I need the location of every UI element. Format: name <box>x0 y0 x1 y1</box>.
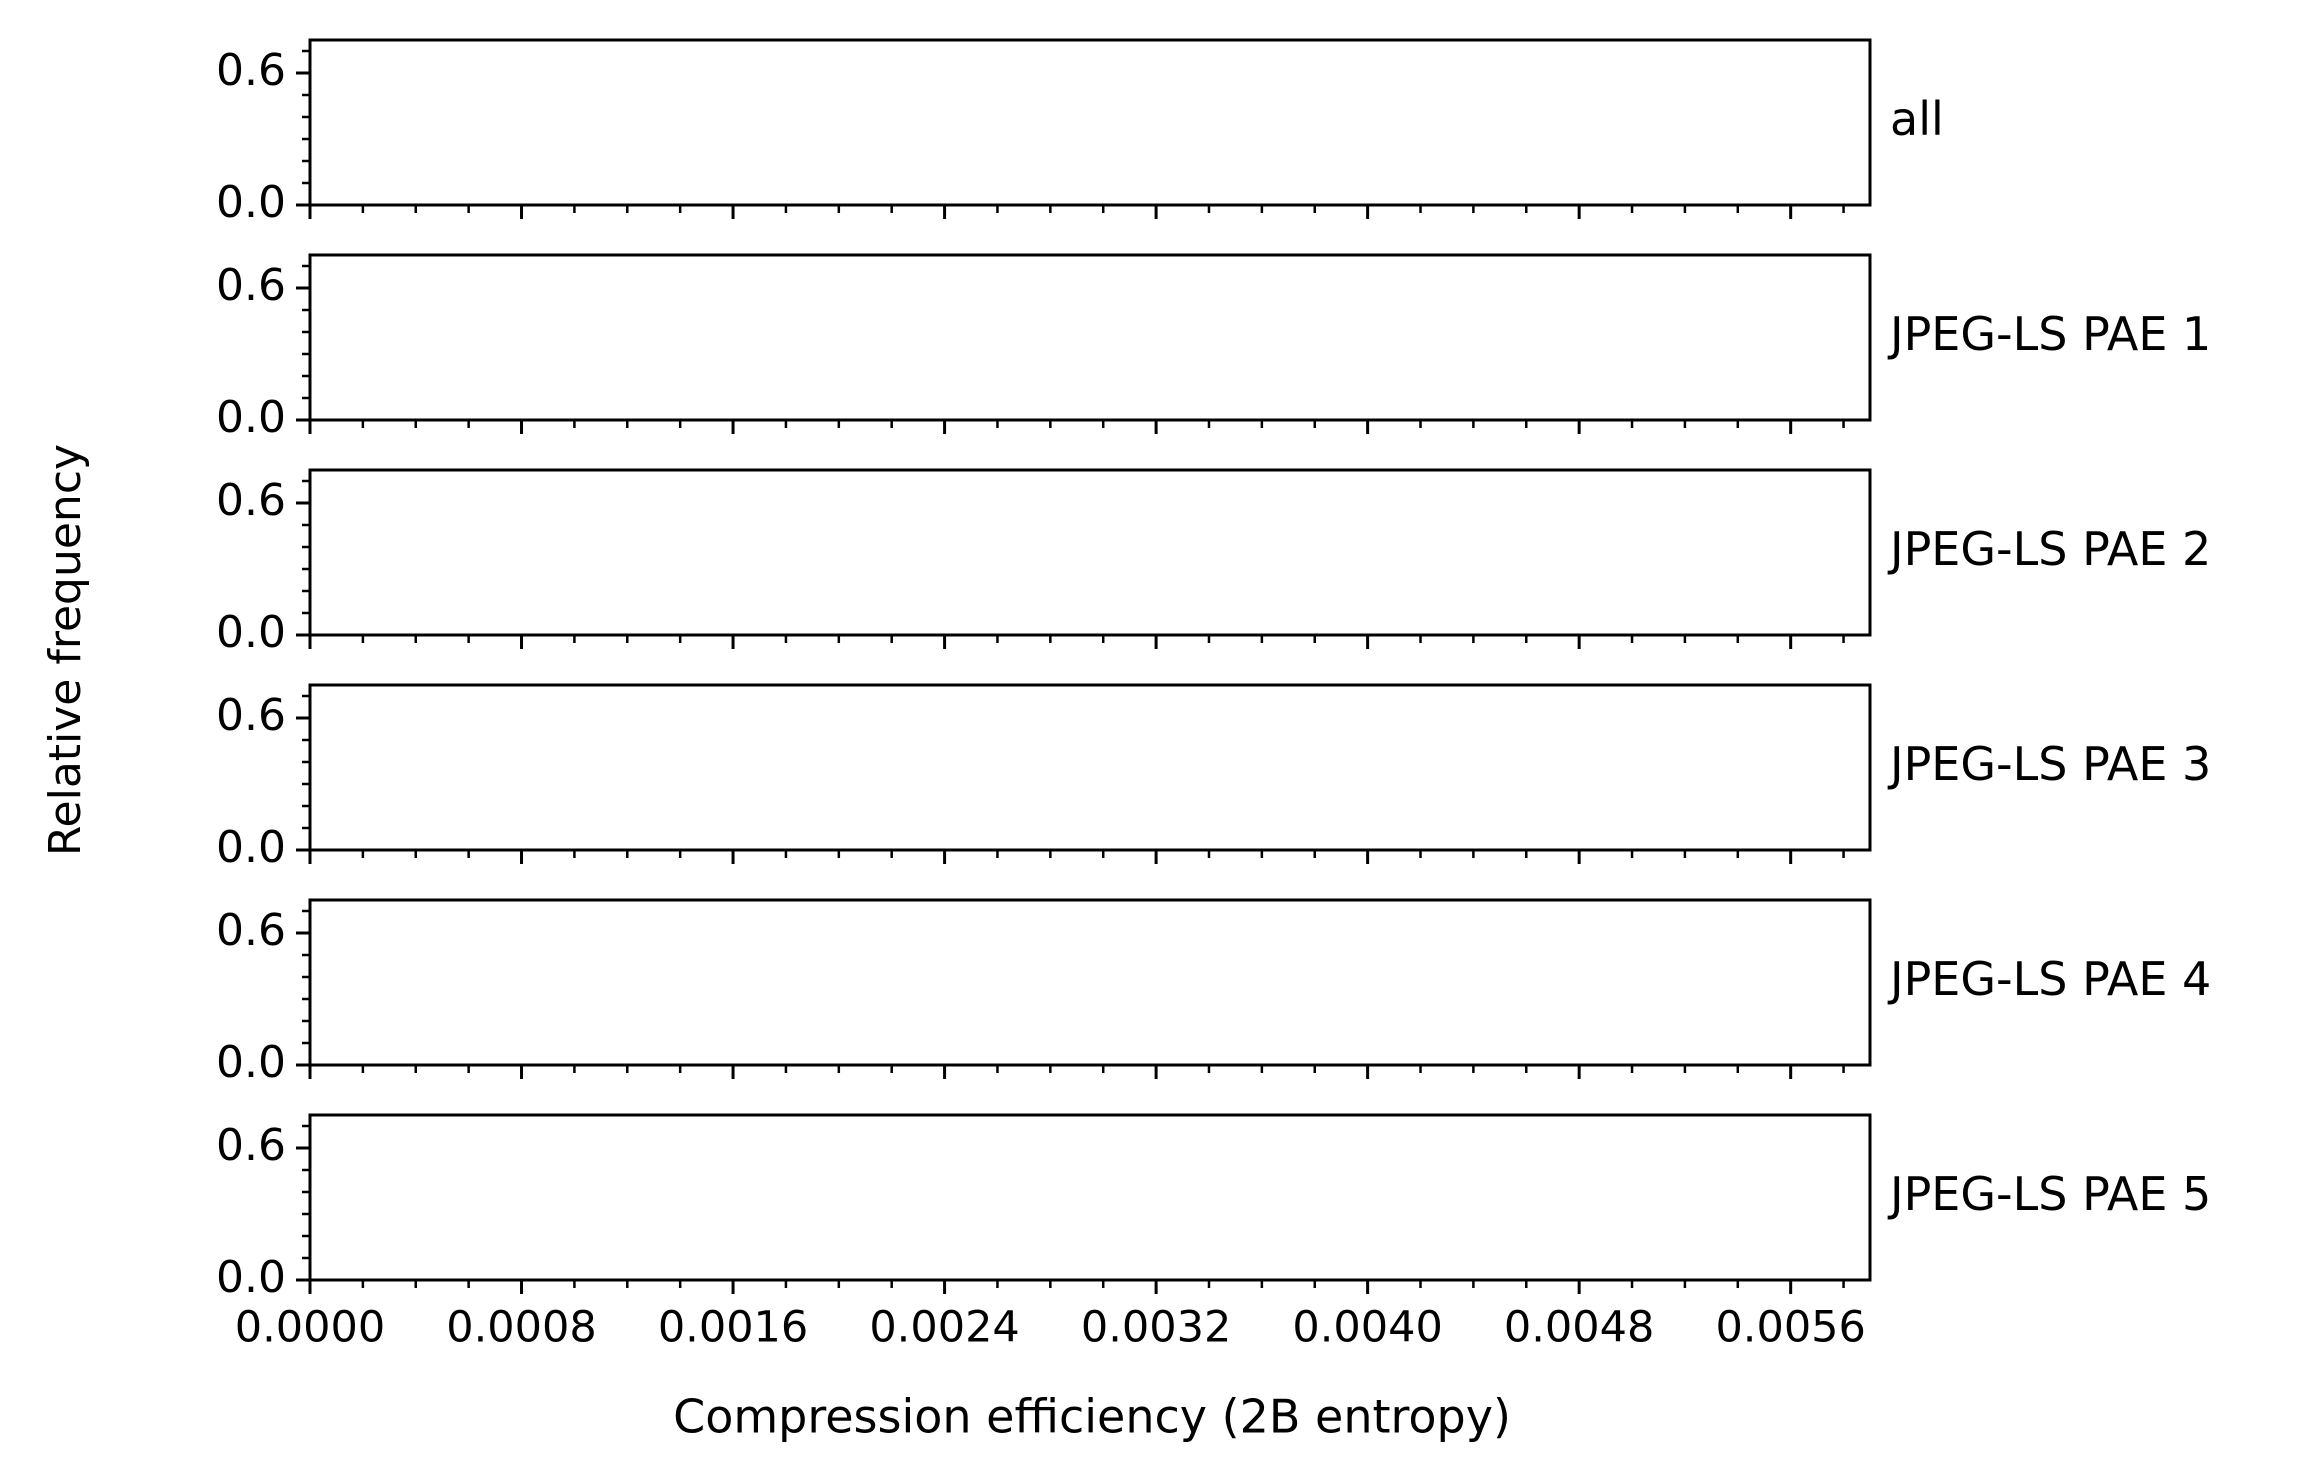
x-tick-label: 0.0024 <box>869 1303 1019 1353</box>
panel-label: JPEG-LS PAE 3 <box>1887 737 2211 791</box>
y-tick-label: 0.0 <box>216 822 286 873</box>
panel-frame <box>308 468 1872 637</box>
y-tick-label: 0.0 <box>216 1252 286 1303</box>
x-tick-label: 0.0032 <box>1081 1303 1231 1353</box>
panel-frame <box>308 253 1872 422</box>
panel-1: 0.0 0.6 JPEG-LS PAE 1 <box>216 253 2211 443</box>
panel-0: 0.0 0.6 all <box>216 38 1944 228</box>
x-tick-label: 0.0056 <box>1715 1303 1865 1353</box>
y-tick-label: 0.0 <box>216 1037 286 1088</box>
panel-frame <box>308 38 1872 207</box>
panel-frame <box>308 898 1872 1067</box>
y-tick-label: 0.6 <box>216 260 286 311</box>
x-tick-label: 0.0000 <box>235 1303 385 1353</box>
y-tick-label: 0.0 <box>216 177 286 228</box>
panel-5: 0.0 0.6 JPEG-LS PAE 5 0.0000 0.0008 0.0016 0.0… <box>216 1113 2211 1353</box>
panel-label: JPEG-LS PAE 1 <box>1887 307 2211 361</box>
panel-label: all <box>1890 92 1944 146</box>
panel-label: JPEG-LS PAE 2 <box>1887 522 2211 576</box>
panel-frame <box>308 1113 1872 1282</box>
x-tick-label: 0.0008 <box>446 1303 596 1353</box>
y-tick-label: 0.6 <box>216 45 286 96</box>
y-tick-label: 0.6 <box>216 475 286 526</box>
x-tick-label: 0.0016 <box>658 1303 808 1353</box>
panel-label: JPEG-LS PAE 5 <box>1887 1167 2211 1221</box>
panel-4: 0.0 0.6 JPEG-LS PAE 4 <box>216 898 2211 1088</box>
panel-2: 0.0 0.6 JPEG-LS PAE 2 <box>216 468 2211 658</box>
y-tick-label: 0.6 <box>216 690 286 741</box>
y-tick-label: 0.6 <box>216 905 286 956</box>
y-tick-label: 0.6 <box>216 1120 286 1171</box>
x-tick-label: 0.0048 <box>1504 1303 1654 1353</box>
y-axis-label: Relative frequency <box>40 444 91 856</box>
x-axis-label: Compression efficiency (2B entropy) <box>673 1390 1511 1444</box>
panel-frame <box>308 683 1872 852</box>
x-tick-label: 0.0040 <box>1292 1303 1442 1353</box>
panel-3: 0.0 0.6 JPEG-LS PAE 3 <box>216 683 2211 873</box>
y-tick-label: 0.0 <box>216 392 286 443</box>
panels: 0.0 0.6 all 0.0 0.6 JPEG-LS PAE 1 0.0 0.6 JPEG-L… <box>216 38 2211 1353</box>
panel-label: JPEG-LS PAE 4 <box>1887 952 2211 1006</box>
y-tick-label: 0.0 <box>216 607 286 658</box>
